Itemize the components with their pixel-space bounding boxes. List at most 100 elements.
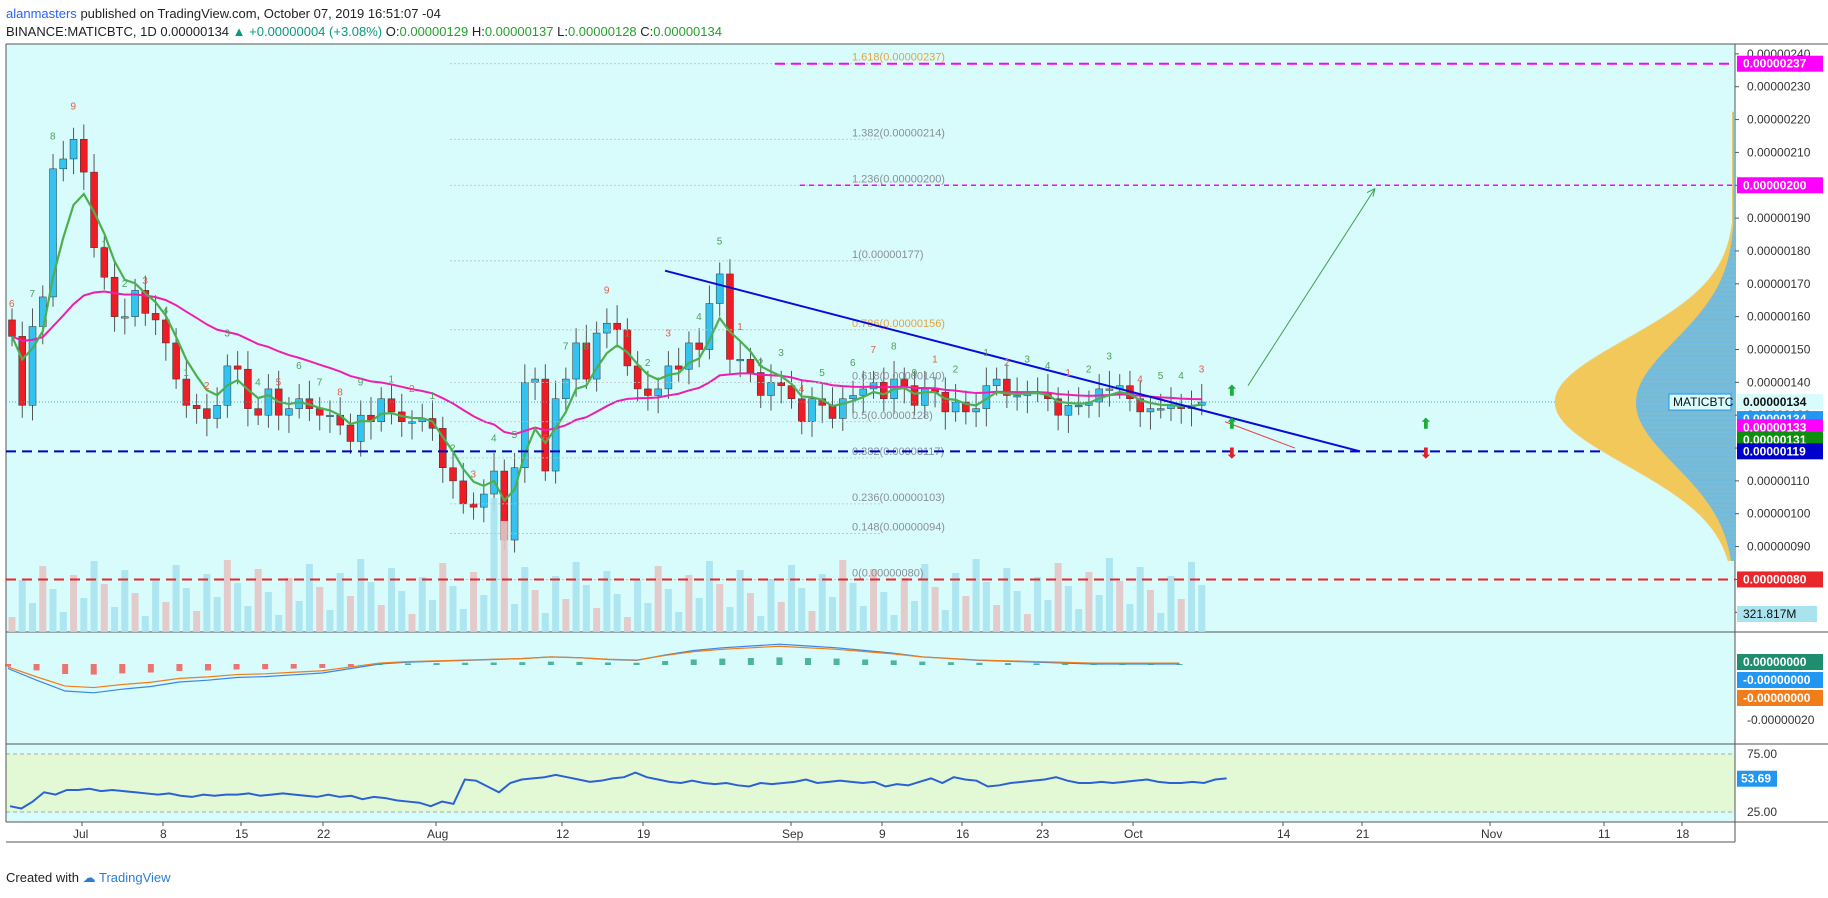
candle [1146,408,1155,413]
ema-fast-line [10,192,1202,503]
candle [880,382,888,400]
price-tick-label: 0.00000170 [1747,277,1811,291]
symbol-label: BINANCE:MATICBTC, 1D [6,24,157,39]
td-count-label: 7 [317,378,323,389]
candle [797,398,806,423]
candle [141,290,150,314]
volume-bar [1198,585,1206,632]
volume-bar [777,602,785,632]
td-count-label: 2 [450,443,456,454]
volume-bar [736,570,744,632]
candle [551,398,560,472]
td-count-label: 4 [1137,374,1143,385]
td-count-label: 9 [358,378,364,389]
candle [736,359,744,362]
macd-hist-bar [233,664,240,670]
td-count-label: 3 [665,328,671,339]
volume-bar [18,580,26,632]
last-price: 0.00000134 [160,24,230,39]
volume-bar [203,574,211,632]
time-tick-label: Sep [782,827,804,841]
macd-hist-bar [662,661,669,665]
time-tick-label: 19 [637,827,651,841]
volume-bar [500,521,508,632]
volume-bar [531,590,539,632]
volume-bar [654,566,662,632]
time-tick-label: Oct [1124,827,1143,841]
volume-bar [705,561,713,632]
candle [531,378,539,383]
candle [900,378,909,386]
price-tick-label: 0.00000180 [1747,244,1811,258]
candle [449,467,457,482]
volume-bar [90,561,98,632]
fib-level-label: 0.5(0.00000128) [852,410,933,422]
candle [582,342,591,380]
td-count-label: 5 [1158,371,1164,382]
volume-bar [223,560,231,632]
volume-bar [941,610,949,632]
rsi-tag: 53.69 [1741,772,1771,786]
macd-hist-bar [90,664,97,675]
td-count-label: 1 [624,328,630,339]
volume-bar [1136,567,1144,632]
td-count-label: 4 [255,378,261,389]
price-chart[interactable]: 0.000002400.000002300.000002200.00000210… [0,0,1828,870]
time-tick-label: 8 [160,827,167,841]
td-count-label: 3 [1024,355,1030,366]
symbol-tag-bg [1668,393,1732,411]
volume-bar [593,608,601,632]
close-value: 0.00000134 [653,24,722,39]
candle [1074,405,1083,408]
macd-pane-background [6,632,1735,744]
candle [654,388,662,396]
volume-bar [623,617,631,632]
volume-bar [818,574,826,632]
high-label: H: [471,24,485,39]
macd-tick-label: -0.00000020 [1747,713,1815,727]
high-value: 0.00000137 [484,24,554,39]
price-tag: 0.00000237 [1743,57,1807,71]
volume-bar [8,617,16,632]
macd-hist-bar [376,664,383,665]
candle [59,158,68,170]
volume-bar [29,603,37,632]
tradingview-logo[interactable]: ☁ TradingView [82,870,171,885]
volume-bar [644,603,652,632]
fib-level-label: 0.236(0.00000103) [852,492,945,504]
candle [377,398,385,423]
chart-header: alanmasters published on TradingView.com… [6,4,1806,44]
fib-level-label: 1.618(0.00000237) [852,52,945,64]
volume-bar [244,606,252,632]
open-label: O: [385,24,400,39]
volume-bar [1064,586,1072,632]
volume-bar [562,599,570,632]
candle [633,365,642,390]
signal-arrow-up: ⬆ [1420,415,1432,431]
candle [162,319,170,344]
volume-bar [480,595,488,632]
macd-tag: 0.00000000 [1743,655,1807,669]
volume-bar [695,598,703,632]
macd-hist-bar [319,664,326,668]
volume-bar [808,611,816,632]
price-tick-label: 0.00000230 [1747,80,1811,94]
volume-bar [172,565,180,632]
volume-bar [80,598,88,632]
candle [480,493,488,508]
volume-bar [131,593,139,632]
volume-bar [182,588,190,632]
candle [756,372,765,396]
candle [326,414,334,417]
candle [992,378,1001,386]
candle [439,428,447,469]
volume-bar [1075,609,1083,632]
fib-level-label: 1.382(0.00000214) [852,127,945,139]
author-link[interactable]: alanmasters [6,6,77,21]
candle [962,401,970,413]
time-tick-label: 23 [1036,827,1050,841]
volume-bar [613,594,621,632]
candle [49,168,57,298]
td-count-label: 4 [696,312,702,323]
signal-arrow-down: ⬇ [1226,445,1238,461]
